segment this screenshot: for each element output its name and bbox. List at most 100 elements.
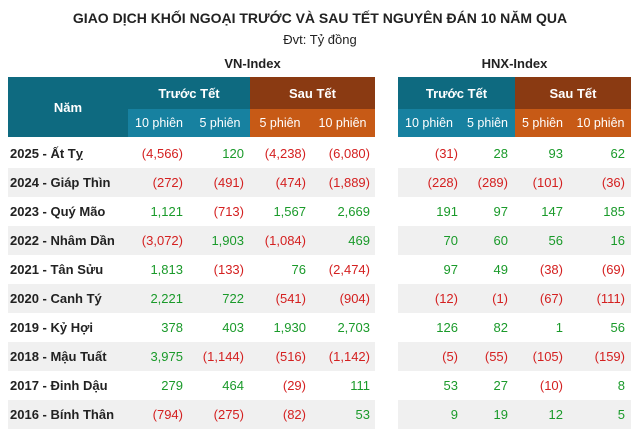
table-row: 2023 - Quý Mão 1,121 (713) 1,567 2,669 191 97 1… [0,197,640,226]
vn-before-tet-label: Trước Tết [158,85,220,101]
table-row: 2024 - Giáp Thìn (272) (491) (474) (1,889) (2… [0,168,640,197]
hnx-value-cell: 62 [610,146,625,161]
hnx-value-cell: 97 [493,204,508,219]
year-cell: 2024 - Giáp Thìn [10,175,111,190]
vn-before-10-header: 10 phiên [128,109,190,137]
vn-value-cell: 279 [161,378,183,393]
hnx-value-cell: 5 [617,407,625,422]
row-shading [398,284,631,313]
table-row: 2025 - Ất Tỵ (4,566) 120 (4,238) (6,080) (31)… [0,139,640,168]
row-shading [398,400,631,429]
vn-value-cell: (272) [152,175,183,190]
vn-value-cell: 403 [222,320,244,335]
vn-value-cell: (82) [282,407,306,422]
vn-value-cell: 2,669 [337,204,370,219]
vn-value-cell: (133) [213,262,244,277]
hnx-value-cell: 12 [548,407,563,422]
hnx-before-tet-label: Trước Tết [425,85,488,101]
vn-value-cell: (1,889) [328,175,370,190]
hnx-value-cell: (38) [539,262,563,277]
hnx-value-cell: 56 [610,320,625,335]
vn-value-cell: 1,930 [273,320,306,335]
hnx-value-cell: 8 [617,378,625,393]
year-cell: 2022 - Nhâm Dần [10,233,115,248]
table-row: 2021 - Tân Sửu 1,813 (133) 76 (2,474) 97 49 (38… [0,255,640,284]
hnx-value-cell: 19 [493,407,508,422]
vn-index-label: VN-Index [224,56,281,71]
vn-value-cell: 378 [161,320,183,335]
hnx-value-cell: 82 [493,320,508,335]
row-shading [398,168,631,197]
hnx-value-cell: 28 [493,146,508,161]
year-cell: 2018 - Mậu Tuất [10,349,107,364]
hnx-value-cell: (111) [596,291,625,306]
vn-after-tet-label: Sau Tết [289,85,336,101]
year-cell: 2021 - Tân Sửu [10,262,104,277]
vn-value-cell: (2,474) [328,262,370,277]
vn-before-tet-header: Trước Tết [128,77,250,109]
hnx-value-cell: 70 [443,233,458,248]
vn-value-cell: (6,080) [328,146,370,161]
hnx-after-5-label: 5 phiên [521,116,563,130]
vn-value-cell: 1,121 [150,204,183,219]
hnx-value-cell: (69) [601,262,625,277]
table-row: 2020 - Canh Tý 2,221 722 (541) (904) (12) (1) (… [0,284,640,313]
table-row: 2016 - Bính Thân (794) (275) (82) 53 9 19 12 5 [0,400,640,429]
vn-before-10-label: 10 phiên [135,116,183,130]
hnx-value-cell: (1) [492,291,508,306]
hnx-value-cell: 126 [436,320,458,335]
vn-after-5-header: 5 phiên [250,109,310,137]
row-shading [8,400,375,429]
row-shading [8,226,375,255]
vn-value-cell: 1,903 [211,233,244,248]
year-cell: 2016 - Bính Thân [10,407,115,422]
hnx-value-cell: 49 [493,262,508,277]
hnx-before-10-label: 10 phiên [405,116,453,130]
year-cell: 2017 - Đinh Dậu [10,378,108,393]
hnx-value-cell: 27 [493,378,508,393]
hnx-after-tet-label: Sau Tết [549,85,597,101]
vn-value-cell: 2,703 [337,320,370,335]
year-cell: 2019 - Kỷ Hợi [10,320,93,335]
year-column-header: Năm [8,77,128,137]
vn-value-cell: 3,975 [150,349,183,364]
vn-value-cell: (1,144) [202,349,244,364]
vn-value-cell: 53 [355,407,370,422]
hnx-value-cell: 147 [541,204,563,219]
hnx-value-cell: (31) [434,146,458,161]
year-cell: 2023 - Quý Mão [10,204,106,219]
hnx-after-10-header: 10 phiên [570,109,631,137]
hnx-value-cell: (105) [532,349,563,364]
hnx-value-cell: 56 [548,233,563,248]
hnx-before-10-header: 10 phiên [398,109,460,137]
vn-value-cell: 111 [350,378,370,393]
vn-value-cell: 76 [291,262,306,277]
table-row: 2019 - Kỷ Hợi 378 403 1,930 2,703 126 82 1 56 [0,313,640,342]
row-shading [398,342,631,371]
hnx-value-cell: (67) [539,291,563,306]
hnx-index-label: HNX-Index [481,56,548,71]
row-shading [398,226,631,255]
year-header-label: Năm [53,99,83,115]
hnx-value-cell: (5) [442,349,458,364]
vn-value-cell: (491) [213,175,244,190]
vn-value-cell: (1,142) [328,349,370,364]
row-shading [8,168,375,197]
vn-value-cell: 1,813 [150,262,183,277]
hnx-value-cell: (10) [539,378,563,393]
table-row: 2018 - Mậu Tuất 3,975 (1,144) (516) (1,142) (… [0,342,640,371]
hnx-value-cell: (55) [484,349,508,364]
vn-after-5-label: 5 phiên [259,116,301,130]
vn-value-cell: (516) [275,349,306,364]
vn-before-5-label: 5 phiên [199,116,241,130]
hnx-value-cell: 1 [555,320,563,335]
vn-value-cell: (713) [213,204,244,219]
hnx-value-cell: 53 [443,378,458,393]
year-cell: 2020 - Canh Tý [10,291,102,306]
hnx-value-cell: 9 [450,407,458,422]
table-title: GIAO DỊCH KHỐI NGOẠI TRƯỚC VÀ SAU TẾT NG… [72,10,568,26]
vn-value-cell: (29) [282,378,306,393]
hnx-before-tet-header: Trước Tết [398,77,515,109]
hnx-value-cell: (101) [532,175,563,190]
hnx-value-cell: 185 [603,204,625,219]
